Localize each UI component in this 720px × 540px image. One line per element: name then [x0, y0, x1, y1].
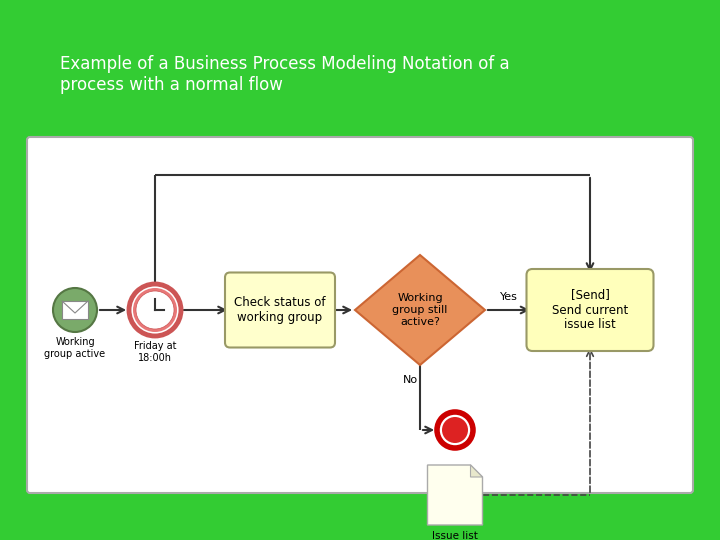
Polygon shape — [428, 465, 482, 525]
FancyBboxPatch shape — [526, 269, 654, 351]
Text: Check status of
working group: Check status of working group — [234, 296, 325, 324]
Circle shape — [442, 417, 468, 443]
Text: Working
group still
active?: Working group still active? — [392, 293, 448, 327]
Circle shape — [53, 288, 97, 332]
Circle shape — [129, 284, 181, 336]
Text: Yes: Yes — [500, 292, 518, 302]
Text: No: No — [402, 375, 418, 385]
Polygon shape — [355, 255, 485, 365]
Text: Issue list: Issue list — [432, 531, 478, 540]
FancyBboxPatch shape — [225, 273, 335, 348]
Text: Example of a Business Process Modeling Notation of a
process with a normal flow: Example of a Business Process Modeling N… — [60, 55, 510, 94]
Text: Friday at
18:00h: Friday at 18:00h — [134, 341, 176, 362]
Text: Working
group active: Working group active — [45, 337, 106, 359]
Polygon shape — [470, 465, 482, 477]
FancyBboxPatch shape — [27, 137, 693, 493]
Text: [Send]
Send current
issue list: [Send] Send current issue list — [552, 288, 628, 332]
Circle shape — [437, 412, 473, 448]
Circle shape — [133, 288, 177, 332]
FancyBboxPatch shape — [62, 301, 88, 319]
Circle shape — [136, 291, 174, 329]
